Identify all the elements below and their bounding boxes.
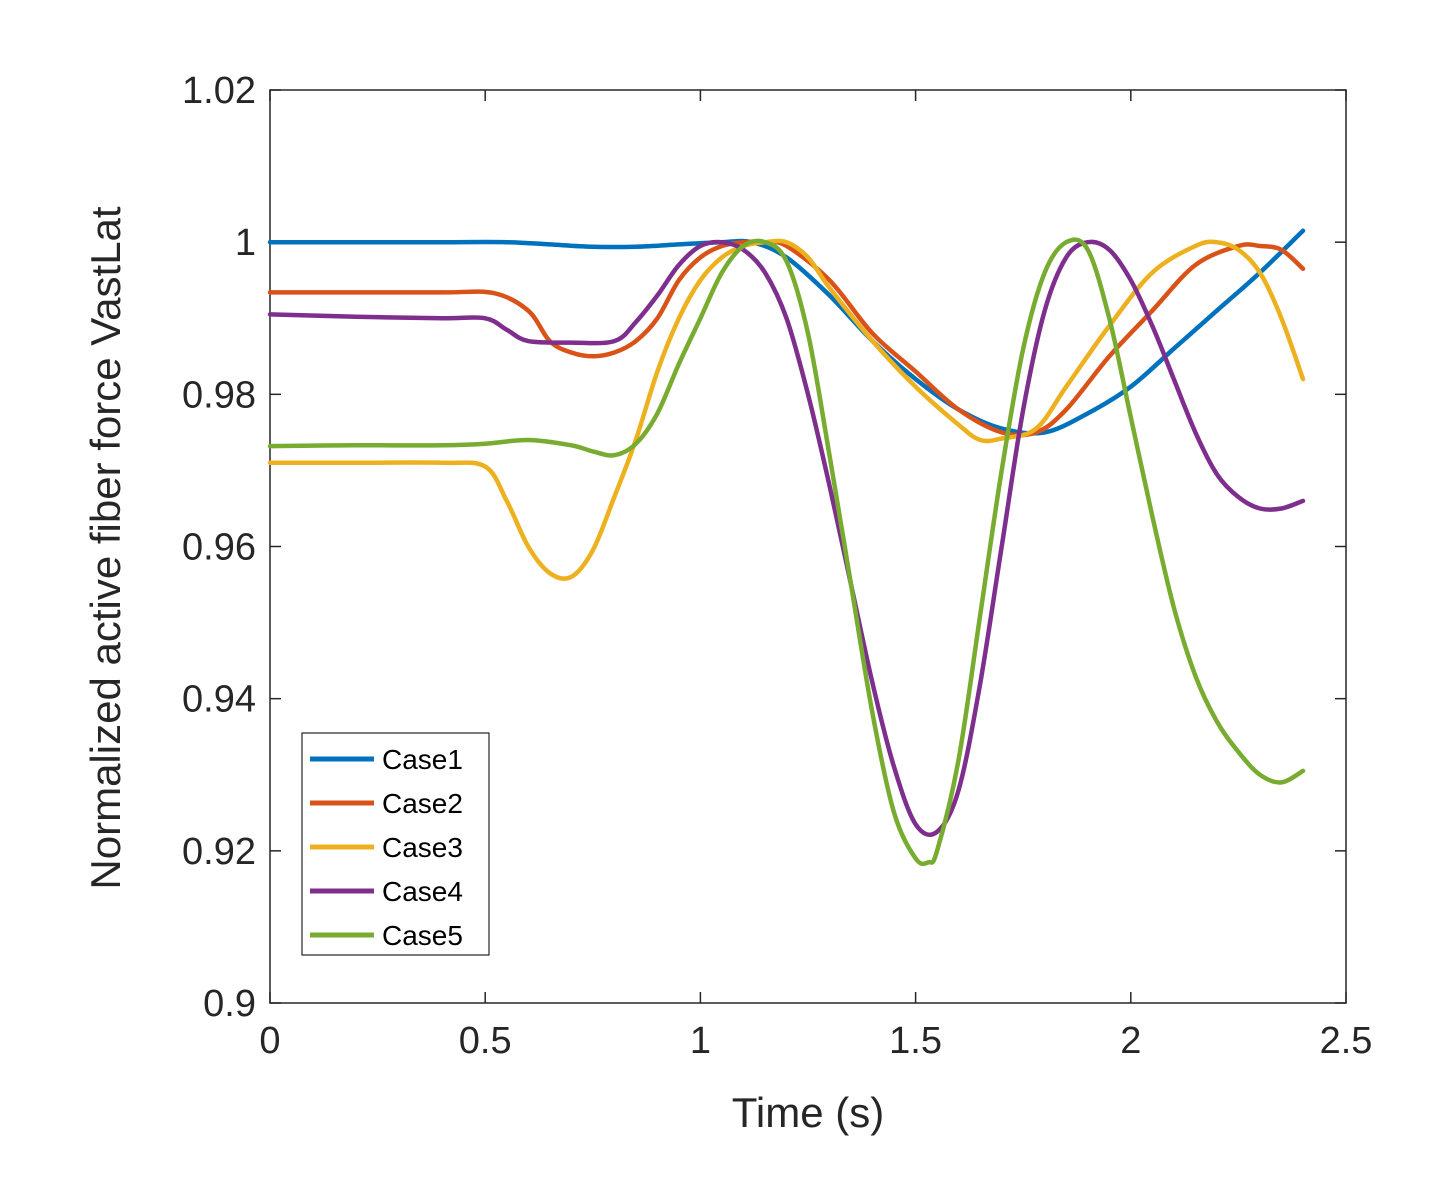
x-tick-label: 0 bbox=[259, 1020, 280, 1062]
y-axis-label: Normalized active fiber force VastLat bbox=[82, 206, 129, 890]
series-line-case4 bbox=[267, 239, 1306, 837]
axis-tick-labels: 0 0.5 1 1.5 2 2.5 0.9 0.92 0.94 0.96 0.98 1 1.02 bbox=[182, 70, 1372, 1062]
legend-label-case5: Case5 bbox=[382, 920, 463, 951]
legend-label-case2: Case2 bbox=[382, 788, 463, 819]
y-tick-label: 0.96 bbox=[182, 527, 256, 569]
legend-label-case1: Case1 bbox=[382, 744, 463, 775]
x-tick-label: 2.5 bbox=[1320, 1020, 1373, 1062]
series-line-case1 bbox=[267, 228, 1306, 436]
legend: Case1 Case2 Case3 Case4 Case5 bbox=[301, 732, 490, 956]
y-tick-label: 1.02 bbox=[182, 70, 256, 112]
series-line-case5 bbox=[267, 237, 1306, 867]
x-tick-label: 0.5 bbox=[459, 1020, 512, 1062]
y-tick-label: 1 bbox=[235, 222, 256, 264]
y-tick-label: 0.94 bbox=[182, 679, 256, 721]
legend-label-case4: Case4 bbox=[382, 876, 463, 907]
y-tick-label: 0.9 bbox=[203, 983, 256, 1025]
legend-box bbox=[301, 732, 490, 956]
x-tick-label: 1 bbox=[690, 1020, 711, 1062]
series-lines bbox=[267, 228, 1306, 867]
x-axis-label: Time (s) bbox=[732, 1089, 884, 1136]
y-tick-label: 0.98 bbox=[182, 374, 256, 416]
x-tick-label: 2 bbox=[1120, 1020, 1141, 1062]
y-tick-label: 0.92 bbox=[182, 831, 256, 873]
legend-label-case3: Case3 bbox=[382, 832, 463, 863]
axis-ticks bbox=[269, 89, 1347, 1004]
x-tick-label: 1.5 bbox=[889, 1020, 942, 1062]
series-line-case3 bbox=[267, 238, 1306, 581]
